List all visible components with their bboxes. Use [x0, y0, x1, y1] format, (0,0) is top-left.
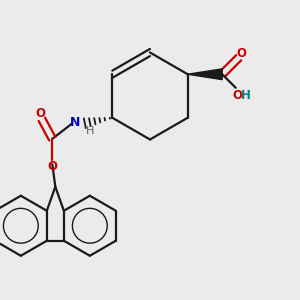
Text: O: O: [236, 47, 246, 60]
Text: O: O: [233, 89, 243, 102]
Polygon shape: [188, 69, 222, 80]
Text: H: H: [85, 126, 94, 136]
Text: H: H: [241, 89, 251, 102]
Text: O: O: [35, 107, 45, 120]
Text: N: N: [70, 116, 80, 129]
Text: O: O: [47, 160, 57, 173]
